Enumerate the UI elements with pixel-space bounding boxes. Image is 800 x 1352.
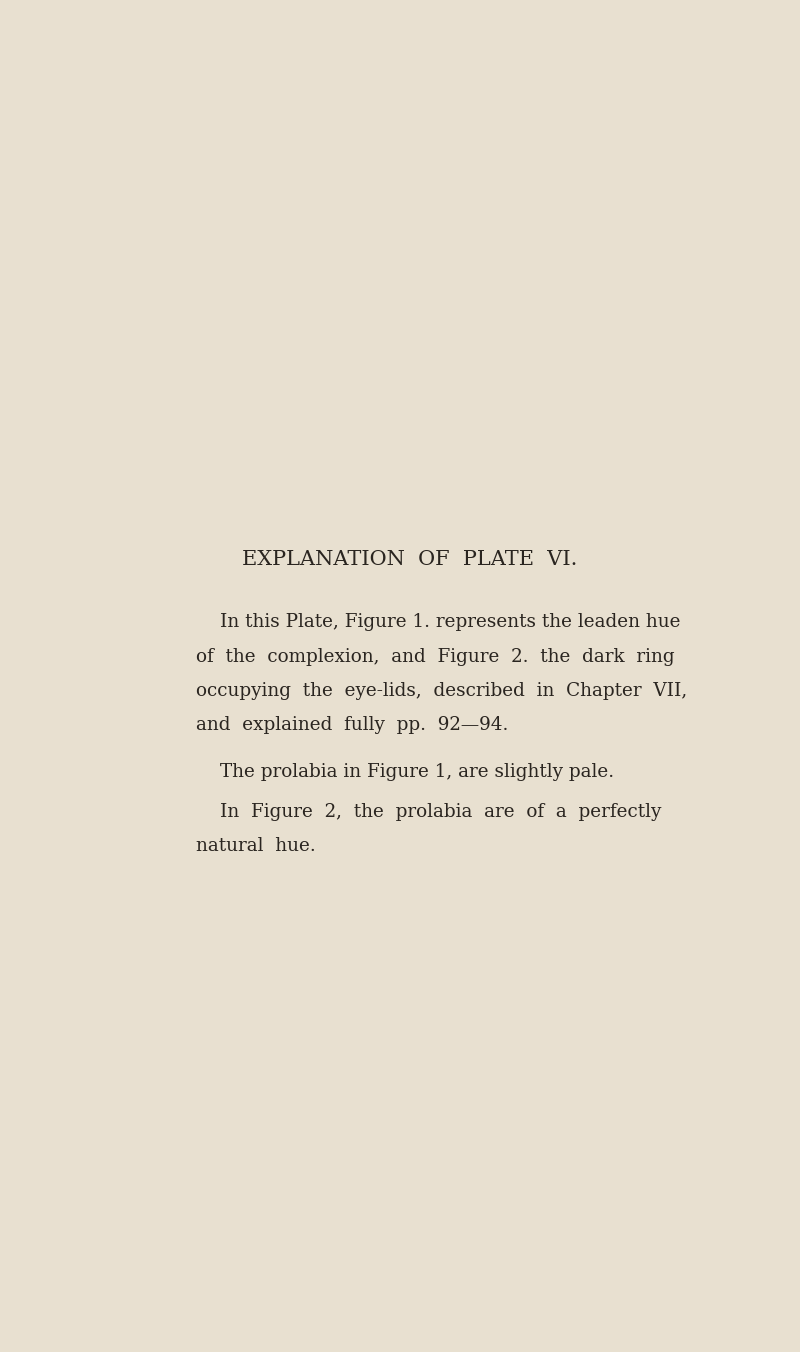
Text: In this Plate, Figure 1. represents the leaden hue: In this Plate, Figure 1. represents the … xyxy=(220,614,680,631)
Text: EXPLANATION  OF  PLATE  VI.: EXPLANATION OF PLATE VI. xyxy=(242,550,578,569)
Text: and  explained  fully  pp.  92—94.: and explained fully pp. 92—94. xyxy=(196,717,509,734)
Text: of  the  complexion,  and  Figure  2.  the  dark  ring: of the complexion, and Figure 2. the dar… xyxy=(196,648,674,665)
Text: The prolabia in Figure 1, are slightly pale.: The prolabia in Figure 1, are slightly p… xyxy=(220,764,614,781)
Text: occupying  the  eye-lids,  described  in  Chapter  VII,: occupying the eye-lids, described in Cha… xyxy=(196,683,687,700)
Text: In  Figure  2,  the  prolabia  are  of  a  perfectly: In Figure 2, the prolabia are of a perfe… xyxy=(220,803,661,821)
Text: natural  hue.: natural hue. xyxy=(196,837,316,856)
